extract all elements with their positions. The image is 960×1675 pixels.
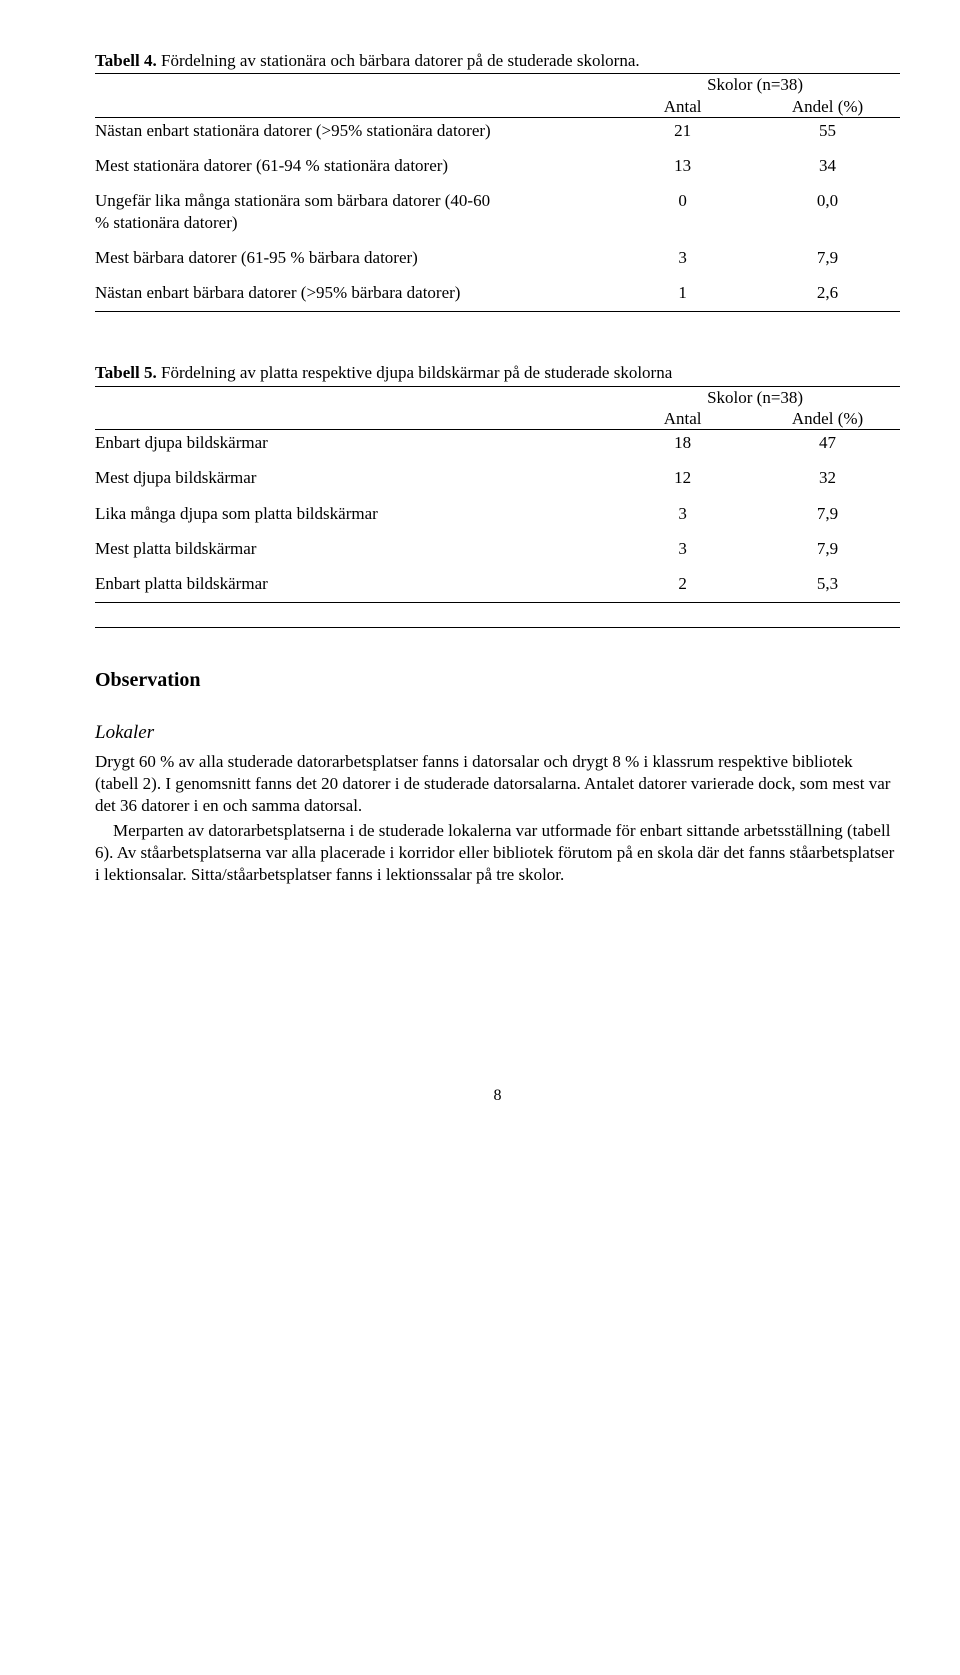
table-cell: 3 [610,524,755,559]
table5-title: Tabell 5. Fördelning av platta respektiv… [95,362,900,383]
table5-subhead: Skolor (n=38) [610,386,900,408]
table5: Skolor (n=38) Antal Andel (%) Enbart dju… [95,386,900,629]
table-cell: 55 [755,117,900,141]
table5-col1: Antal [610,408,755,430]
heading-observation: Observation [95,668,900,693]
table-cell: 34 [755,141,900,176]
table-row: Nästan enbart stationära datorer (>95% s… [95,117,610,141]
table-row: Mest platta bildskärmar [95,524,610,559]
table5-h-blank [95,408,610,430]
table-cell: 5,3 [755,559,900,603]
table4-col2: Andel (%) [755,96,900,118]
table4-title: Tabell 4. Fördelning av stationära och b… [95,50,900,71]
table-row: Nästan enbart bärbara datorer (>95% bärb… [95,268,610,312]
table-row: Enbart platta bildskärmar [95,559,610,603]
page-number: 8 [95,1086,900,1106]
table-cell: 13 [610,141,755,176]
table5-col2: Andel (%) [755,408,900,430]
table4-title-bold: Tabell 4. [95,51,157,70]
table-row: Enbart djupa bildskärmar [95,430,610,454]
table-cell: 32 [755,453,900,488]
table-cell: 21 [610,117,755,141]
table-row: Lika många djupa som platta bildskärmar [95,489,610,524]
paragraph-2: Merparten av datorarbetsplatserna i de s… [95,820,900,885]
table-cell: 7,9 [755,524,900,559]
table5-h-empty [95,386,610,408]
table4-col1: Antal [610,96,755,118]
table-cell: 0 [610,176,755,233]
table-cell: 18 [610,430,755,454]
table4-h-empty [95,74,610,96]
table-cell: 7,9 [755,489,900,524]
table-cell: 3 [610,233,755,268]
table-cell: 2 [610,559,755,603]
table5-title-rest: Fördelning av platta respektive djupa bi… [157,363,673,382]
table-row: Ungefär lika många stationära som bärbar… [95,176,610,233]
paragraph-1: Drygt 60 % av alla studerade datorarbets… [95,751,900,816]
table-row: Mest djupa bildskärmar [95,453,610,488]
table5-title-bold: Tabell 5. [95,363,157,382]
table-cell: 12 [610,453,755,488]
table-cell: 2,6 [755,268,900,312]
table-row: Mest bärbara datorer (61-95 % bärbara da… [95,233,610,268]
table-row: Mest stationära datorer (61-94 % station… [95,141,610,176]
table-cell: 7,9 [755,233,900,268]
table4-h-blank [95,96,610,118]
table4-subhead: Skolor (n=38) [610,74,900,96]
table-cell: 3 [610,489,755,524]
table-cell: 1 [610,268,755,312]
table4: Skolor (n=38) Antal Andel (%) Nästan enb… [95,73,900,312]
table-cell: 0,0 [755,176,900,233]
table4-title-rest: Fördelning av stationära och bärbara dat… [157,51,640,70]
heading-lokaler: Lokaler [95,721,900,745]
table-cell: 47 [755,430,900,454]
